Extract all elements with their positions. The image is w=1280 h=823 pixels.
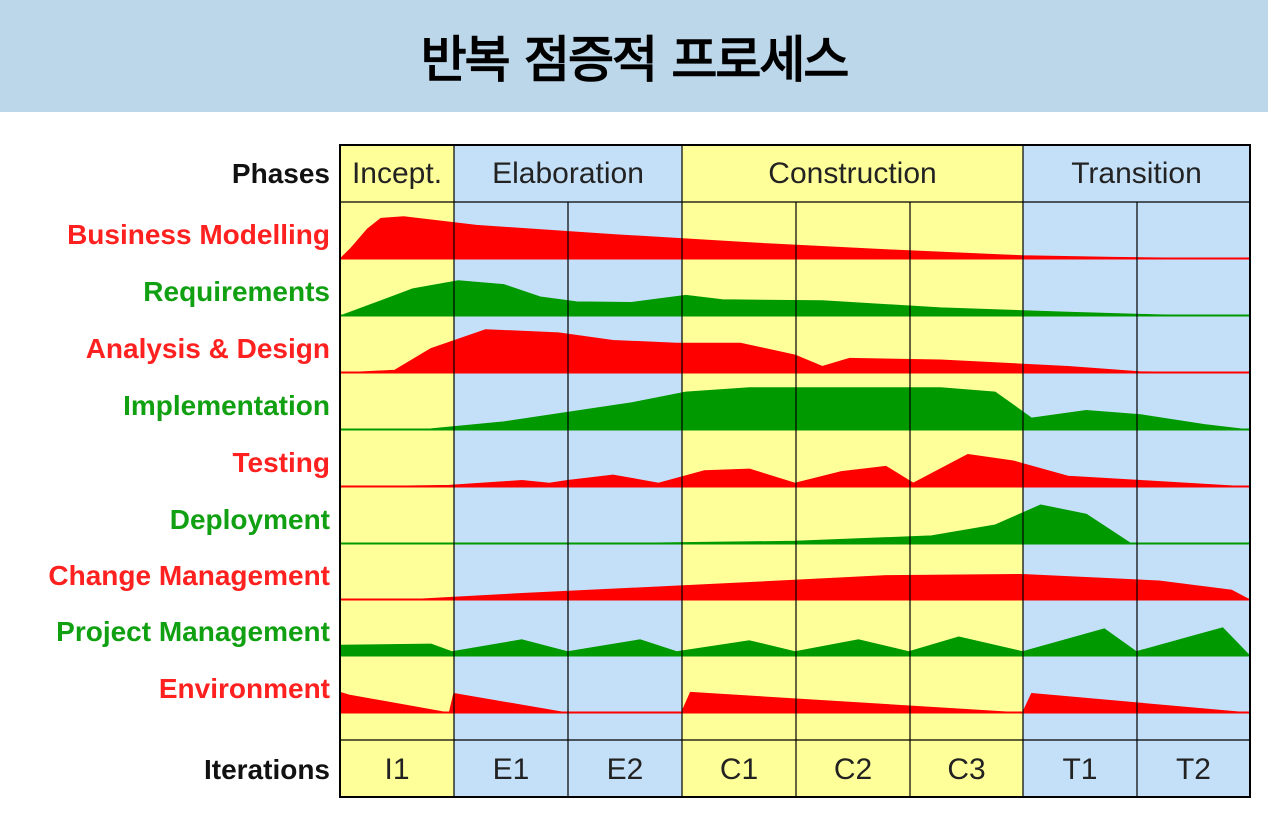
- iteration-cell: [796, 740, 910, 797]
- iteration-cell: [682, 740, 796, 797]
- discipline-label: Requirements: [143, 276, 330, 307]
- iteration-label: C3: [947, 753, 985, 786]
- workload-hump: [339, 627, 1251, 657]
- page-title: 반복 점증적 프로세스: [420, 31, 850, 89]
- title-banner: 반복 점증적 프로세스: [0, 0, 1268, 112]
- discipline-label: Change Management: [48, 560, 330, 591]
- iteration-label: T2: [1176, 753, 1211, 786]
- iteration-cell: [910, 740, 1023, 797]
- discipline-label: Deployment: [170, 504, 330, 535]
- iteration-cell: [1023, 740, 1137, 797]
- iteration-cell: [568, 740, 682, 797]
- iteration-column: [1137, 202, 1250, 740]
- discipline-label: Project Management: [56, 616, 330, 647]
- phase-label: Incept.: [352, 157, 442, 190]
- iteration-column: [340, 202, 454, 740]
- phase-cell: [1023, 145, 1250, 202]
- iteration-label: I1: [384, 753, 409, 786]
- iteration-cell: [454, 740, 568, 797]
- phase-cell: [682, 145, 1023, 202]
- phase-label: Elaboration: [492, 157, 644, 190]
- iteration-label: C2: [834, 753, 872, 786]
- iterations-label: Iterations: [204, 754, 330, 785]
- discipline-label: Environment: [159, 673, 330, 704]
- iteration-cell: [340, 740, 454, 797]
- phase-cell: [340, 145, 454, 202]
- discipline-label: Implementation: [123, 390, 330, 421]
- phases-label: Phases: [232, 158, 330, 189]
- discipline-label: Analysis & Design: [86, 333, 330, 364]
- phase-cell: [454, 145, 682, 202]
- iteration-cell: [1137, 740, 1250, 797]
- iteration-column: [568, 202, 682, 740]
- iteration-label: C1: [720, 753, 758, 786]
- phase-label: Transition: [1071, 157, 1202, 190]
- iteration-label: T1: [1062, 753, 1097, 786]
- iteration-label: E2: [607, 753, 644, 786]
- diagram-frame: [339, 144, 1251, 798]
- discipline-label: Testing: [233, 447, 330, 478]
- discipline-label: Business Modelling: [67, 219, 330, 250]
- phase-label: Construction: [768, 157, 936, 190]
- iteration-label: E1: [493, 753, 530, 786]
